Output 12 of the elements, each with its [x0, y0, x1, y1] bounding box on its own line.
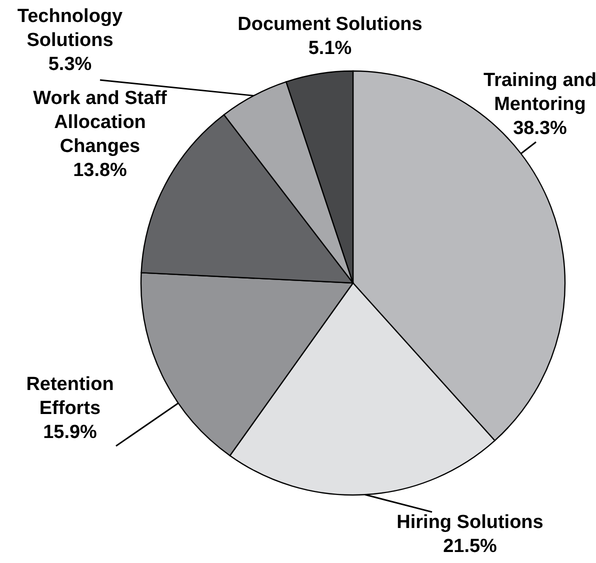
data-label: 13.8%: [73, 160, 128, 181]
slice-label: Retention Efforts: [26, 374, 114, 419]
slice-label: Document Solutions: [238, 14, 422, 35]
slice-label: Work and Staff Allocation Changes: [33, 88, 168, 157]
data-label: 21.5%: [443, 536, 498, 557]
slice-label: Hiring Solutions: [396, 512, 544, 533]
data-label: 15.9%: [43, 422, 98, 443]
slice-label: Technology Solutions: [17, 6, 124, 51]
data-label: 38.3%: [513, 118, 568, 139]
data-label: 5.1%: [308, 38, 352, 59]
slice-label: Training and Mentoring: [484, 70, 596, 115]
data-label: 5.3%: [48, 54, 92, 75]
